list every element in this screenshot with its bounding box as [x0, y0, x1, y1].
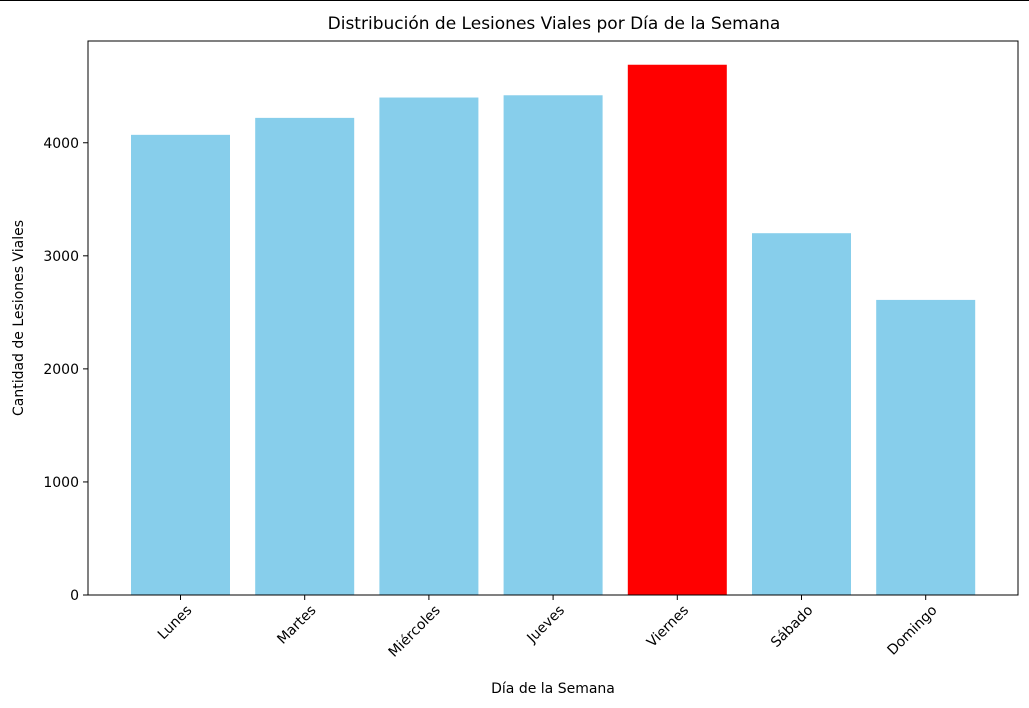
x-tick-label: Domingo: [885, 603, 941, 659]
x-tick-label: Jueves: [524, 603, 568, 647]
y-tick-label: 0: [70, 588, 79, 604]
y-tick-label: 4000: [43, 136, 79, 152]
x-axis-ticks: Lunes Martes Miércoles Jueves Viernes Sábado D…: [155, 595, 941, 661]
x-tick-label: Miércoles: [386, 603, 444, 661]
bar-lunes: [131, 134, 230, 595]
y-axis-label: Cantidad de Lesiones Viales: [11, 220, 27, 416]
window-top-border: [0, 0, 1029, 1]
bar-jueves: [503, 95, 603, 596]
y-axis-ticks: 0 1000 2000 3000 4000: [43, 136, 88, 604]
x-tick-label: Lunes: [155, 603, 195, 643]
bars-group: [131, 64, 976, 596]
bar-sábado: [752, 233, 851, 595]
x-tick-label: Viernes: [644, 603, 692, 651]
bar-miércoles: [379, 97, 479, 595]
y-tick-label: 1000: [43, 475, 79, 491]
y-tick-label: 3000: [43, 249, 79, 265]
bar-domingo: [876, 299, 976, 595]
x-axis-label: Día de la Semana: [491, 681, 615, 697]
x-tick-label: Sábado: [768, 603, 816, 651]
x-tick-label: Martes: [274, 603, 319, 648]
bar-martes: [255, 117, 355, 596]
y-tick-label: 2000: [43, 362, 79, 378]
plot-frame: [87, 40, 1019, 596]
bar-viernes: [627, 64, 727, 595]
chart-title: Distribución de Lesiones Viales por Día …: [328, 14, 781, 34]
